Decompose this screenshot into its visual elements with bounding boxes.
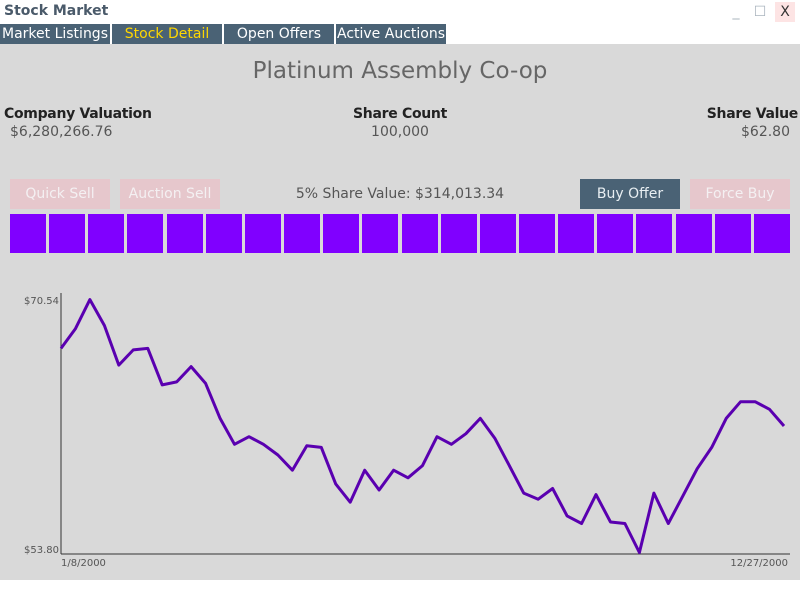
ownership-block bbox=[753, 214, 790, 253]
ownership-block bbox=[362, 214, 399, 253]
quick-sell-button[interactable]: Quick Sell bbox=[10, 179, 110, 209]
valuation-value: $6,280,266.76 bbox=[10, 124, 113, 140]
ownership-block bbox=[558, 214, 595, 253]
auction-sell-button[interactable]: Auction Sell bbox=[120, 179, 220, 209]
ownership-block bbox=[597, 214, 634, 253]
buy-offer-button[interactable]: Buy Offer bbox=[580, 179, 680, 209]
company-valuation: Company Valuation $6,280,266.76 bbox=[4, 106, 152, 140]
tab-stock-detail[interactable]: Stock Detail bbox=[112, 24, 222, 44]
price-line bbox=[59, 298, 786, 554]
ownership-block bbox=[636, 214, 673, 253]
ownership-block bbox=[401, 214, 438, 253]
share-value-value: $62.80 bbox=[741, 124, 790, 140]
minimize-icon[interactable]: _ bbox=[732, 4, 740, 20]
ownership-block bbox=[323, 214, 360, 253]
five-percent-share-value: 5% Share Value: $314,013.34 bbox=[295, 186, 505, 202]
force-buy-button[interactable]: Force Buy bbox=[690, 179, 790, 209]
ownership-block bbox=[127, 214, 164, 253]
y-min-label: $53.80 bbox=[24, 545, 59, 556]
price-history-chart: $70.54 $53.80 1/8/2000 12/27/2000 bbox=[24, 293, 790, 569]
y-max-label: $70.54 bbox=[24, 296, 59, 307]
ownership-block bbox=[518, 214, 555, 253]
close-button[interactable]: X bbox=[775, 2, 795, 22]
maximize-icon[interactable]: ☐ bbox=[753, 4, 767, 20]
share-count: Share Count 100,000 bbox=[300, 106, 500, 140]
ownership-block bbox=[10, 214, 46, 253]
ownership-block bbox=[675, 214, 712, 253]
valuation-label: Company Valuation bbox=[4, 106, 152, 122]
ownership-block bbox=[479, 214, 516, 253]
share-count-label: Share Count bbox=[353, 106, 447, 122]
tab-active-auctions[interactable]: Active Auctions bbox=[336, 24, 446, 44]
ownership-block bbox=[714, 214, 751, 253]
x-start-label: 1/8/2000 bbox=[61, 558, 106, 569]
window-titlebar: Stock Market _ ☐ X bbox=[0, 0, 800, 24]
share-value-label: Share Value bbox=[706, 106, 799, 122]
tab-market-listings[interactable]: Market Listings bbox=[0, 24, 110, 44]
x-end-label: 12/27/2000 bbox=[730, 558, 788, 569]
share-value: Share Value $62.80 bbox=[706, 106, 799, 140]
window-title: Stock Market bbox=[4, 3, 109, 19]
tab-open-offers[interactable]: Open Offers bbox=[224, 24, 334, 44]
share-count-value: 100,000 bbox=[371, 124, 429, 140]
ownership-block bbox=[49, 214, 86, 253]
ownership-block bbox=[440, 214, 477, 253]
ownership-blocks bbox=[10, 214, 790, 253]
ownership-block bbox=[284, 214, 321, 253]
ownership-block bbox=[88, 214, 125, 253]
ownership-block bbox=[166, 214, 203, 253]
ownership-block bbox=[244, 214, 281, 253]
stock-detail-panel: Platinum Assembly Co-op Company Valuatio… bbox=[0, 44, 800, 580]
company-name: Platinum Assembly Co-op bbox=[252, 58, 548, 84]
ownership-block bbox=[205, 214, 242, 253]
